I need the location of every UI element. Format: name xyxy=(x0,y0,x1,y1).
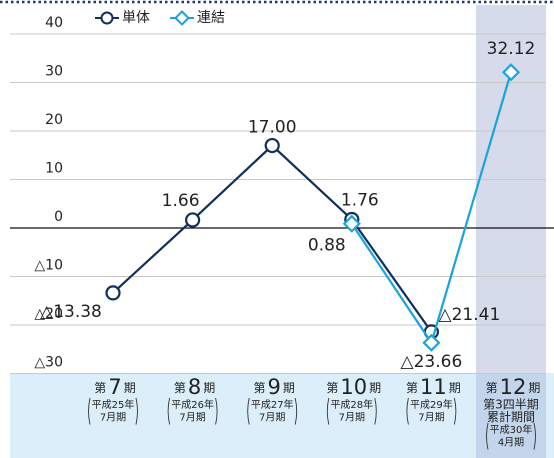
x-tick-label: 第8 期 xyxy=(174,375,215,399)
x-tick-note: 4月期 xyxy=(498,437,524,449)
data-label: 17.00 xyxy=(248,118,297,138)
data-point xyxy=(501,63,521,82)
data-point xyxy=(342,214,361,233)
data-label: △23.66 xyxy=(401,352,463,372)
x-tick-note: 平成30年 xyxy=(490,423,533,436)
x-tick-note: 平成26年 xyxy=(171,398,214,411)
x-tick-note: 7月期 xyxy=(339,412,365,424)
x-tick-label: 第9 期 xyxy=(253,375,294,399)
data-label: 1.76 xyxy=(341,190,379,210)
y-tick-label: △30 xyxy=(34,355,63,371)
highlight-category xyxy=(476,373,546,458)
x-tick-label: 第10 期 xyxy=(326,375,381,399)
series-line xyxy=(112,144,433,333)
y-tick-label: 10 xyxy=(45,161,63,177)
x-tick-label: 第7 期 xyxy=(94,375,135,399)
bracket xyxy=(326,397,377,425)
data-label: △21.41 xyxy=(439,305,501,325)
x-tick-label: 第11 期 xyxy=(406,375,461,399)
legend-label: 連結 xyxy=(197,10,225,26)
x-tick-note: 7月期 xyxy=(100,412,126,424)
data-label: △13.38 xyxy=(40,302,102,322)
data-label: 1.66 xyxy=(162,191,200,211)
bracket xyxy=(486,422,536,450)
bracket xyxy=(406,397,457,425)
bracket xyxy=(167,397,218,425)
x-tick-note: 平成29年 xyxy=(410,398,453,411)
data-point xyxy=(185,212,201,228)
legend-label: 単体 xyxy=(122,10,150,26)
y-tick-label: 0 xyxy=(54,209,63,225)
x-tick-label: 第12 期 xyxy=(486,375,541,399)
data-point xyxy=(264,137,280,154)
x-tick-note: 平成25年 xyxy=(92,398,135,411)
x-tick-note: 7月期 xyxy=(418,412,444,424)
x-tick-note: 7月期 xyxy=(259,412,285,424)
bracket xyxy=(88,397,138,425)
y-tick-label: 30 xyxy=(45,64,63,80)
data-point xyxy=(422,333,441,352)
bracket xyxy=(247,397,298,425)
data-label: 0.88 xyxy=(308,236,346,256)
x-tick-note: 第3四半期 xyxy=(483,398,539,412)
y-tick-label: 40 xyxy=(45,15,63,31)
y-tick-label: △20 xyxy=(34,306,63,322)
x-tick-note: 平成27年 xyxy=(251,398,294,411)
y-tick-label: 20 xyxy=(45,112,63,128)
x-tick-note: 平成28年 xyxy=(330,398,373,411)
category-band xyxy=(10,373,554,458)
x-tick-note: 7月期 xyxy=(179,412,205,424)
y-tick-label: △10 xyxy=(34,258,63,274)
data-point xyxy=(105,285,121,301)
legend-marker xyxy=(174,10,190,26)
legend-marker xyxy=(100,11,114,25)
x-tick-note: 累計期間 xyxy=(487,409,535,424)
data-label: 32.12 xyxy=(487,39,536,59)
